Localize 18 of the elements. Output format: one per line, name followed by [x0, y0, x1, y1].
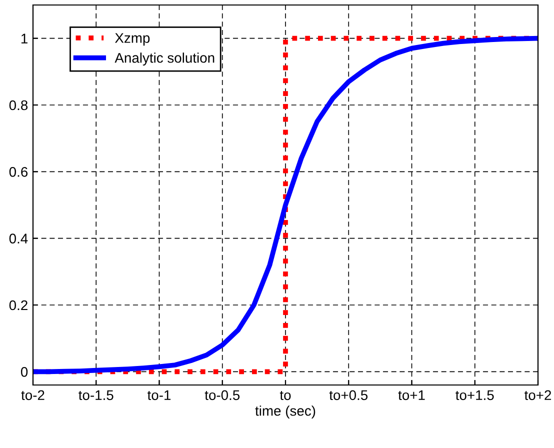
y-tick-label: 0 [20, 367, 28, 377]
x-tick-label: to [280, 390, 291, 400]
legend-label: Analytic solution [114, 52, 214, 66]
x-tick-label: to-2 [21, 390, 44, 400]
x-tick-label: to-0.5 [204, 390, 240, 400]
y-tick-label: 0.8 [9, 100, 28, 110]
x-tick-label: to-1.5 [78, 390, 114, 400]
x-tick-label: to+1.5 [456, 390, 494, 400]
x-tick-label: to+0.5 [329, 390, 368, 400]
x-tick-label: to+1 [398, 390, 425, 400]
legend-label: Xzmp [115, 33, 150, 46]
y-tick-label: 0.6 [9, 167, 28, 177]
y-tick-label: 0.2 [9, 300, 28, 310]
x-axis-title: time (sec) [255, 406, 316, 419]
y-tick-label: 1 [21, 34, 28, 44]
y-tick-label: 0.4 [9, 234, 28, 244]
x-tick-label: to-1 [147, 390, 171, 400]
x-tick-label: to+2 [524, 390, 552, 400]
